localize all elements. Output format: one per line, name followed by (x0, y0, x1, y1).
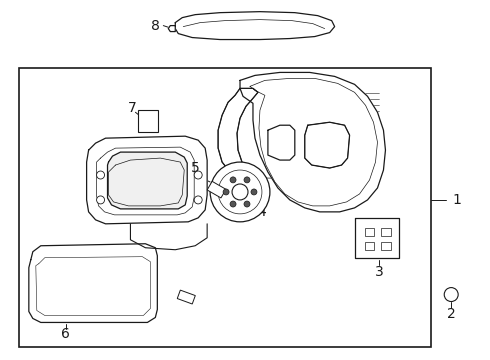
Circle shape (210, 162, 270, 222)
Text: 8: 8 (151, 19, 160, 33)
Bar (382, 228, 392, 236)
Text: 2: 2 (447, 307, 456, 321)
Circle shape (194, 196, 202, 204)
Polygon shape (305, 122, 349, 168)
Circle shape (218, 170, 262, 214)
Text: 1: 1 (453, 193, 462, 207)
Circle shape (194, 171, 202, 179)
Circle shape (97, 171, 104, 179)
Text: 5: 5 (191, 161, 199, 175)
Bar (365, 242, 374, 250)
Circle shape (223, 189, 229, 195)
Circle shape (244, 201, 250, 207)
Polygon shape (29, 244, 157, 323)
Bar (207, 181, 226, 198)
Text: 6: 6 (61, 327, 70, 341)
Bar (138, 110, 158, 132)
Polygon shape (355, 218, 399, 258)
Bar (19, 68, 431, 347)
Polygon shape (175, 12, 335, 40)
Text: 7: 7 (128, 101, 137, 115)
Polygon shape (268, 125, 295, 160)
Polygon shape (168, 26, 175, 32)
Circle shape (444, 288, 458, 302)
Circle shape (230, 201, 236, 207)
Circle shape (230, 177, 236, 183)
Bar (177, 290, 196, 304)
Polygon shape (218, 88, 258, 180)
Polygon shape (107, 152, 187, 209)
Bar (365, 228, 374, 236)
Text: 4: 4 (258, 205, 266, 219)
Circle shape (244, 177, 250, 183)
Polygon shape (87, 136, 207, 224)
Polygon shape (240, 72, 386, 212)
Text: 3: 3 (375, 265, 384, 279)
Bar (382, 242, 392, 250)
Circle shape (251, 189, 257, 195)
Circle shape (232, 184, 248, 200)
Circle shape (97, 196, 104, 204)
